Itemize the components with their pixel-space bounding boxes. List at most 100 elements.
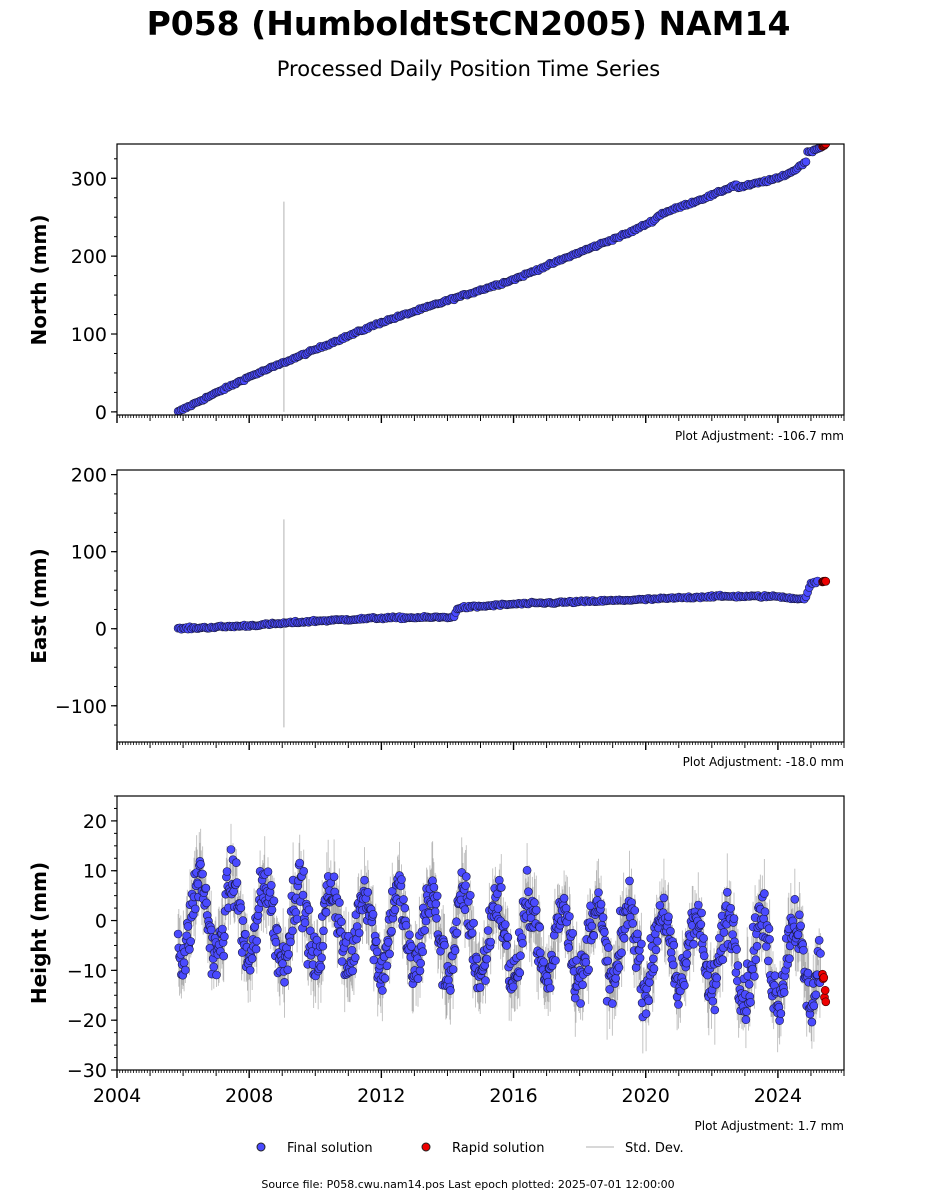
final-solution-point <box>502 941 511 950</box>
final-solution-point <box>222 867 232 876</box>
final-solution-point <box>578 980 587 990</box>
final-solution-point <box>765 934 774 944</box>
y-tick-label: 100 <box>71 542 107 564</box>
final-solution-point <box>350 953 360 962</box>
final-solution-point <box>450 946 460 955</box>
final-solution-point <box>272 925 282 935</box>
final-solution-point <box>614 963 624 972</box>
final-solution-point <box>460 905 470 915</box>
final-solution-point <box>304 905 314 915</box>
final-solution-point <box>608 999 617 1008</box>
final-solution-point <box>284 949 293 959</box>
final-solution-point <box>803 968 813 978</box>
final-solution-point <box>710 1005 720 1015</box>
height-panel: −30 −20 −10 0 10 20 2004 2008 2012 2016 2020 2024 He… <box>27 795 845 1133</box>
final-solution-point <box>452 928 462 938</box>
final-solution-point <box>363 887 373 897</box>
final-solution-point <box>482 954 492 964</box>
final-solution-point <box>600 927 609 937</box>
final-solution-point <box>680 980 689 990</box>
final-solution-point <box>531 905 541 915</box>
rapid-solution-point <box>821 144 831 149</box>
final-solution-point <box>530 898 539 907</box>
legend-final-label: Final solution <box>287 1141 373 1156</box>
final-solution-point <box>795 910 804 920</box>
final-solution-point <box>752 941 762 951</box>
final-solution-point <box>746 997 755 1007</box>
final-solution-point <box>722 887 732 897</box>
final-solution-point <box>405 930 414 940</box>
final-solution-point <box>185 945 194 954</box>
final-solution-point <box>674 1000 683 1009</box>
final-solution-point <box>801 157 811 167</box>
final-solution-point <box>668 960 678 970</box>
y-axis-label: East (mm) <box>27 548 51 664</box>
y-tick-label: 0 <box>95 911 107 933</box>
y-tick-label: 300 <box>71 168 107 190</box>
final-solution-point <box>212 970 221 980</box>
final-solution-point <box>440 940 449 950</box>
final-solution-point <box>641 1009 651 1019</box>
final-solution-point <box>637 939 646 949</box>
final-solution-point <box>486 937 496 947</box>
final-solution-point <box>628 919 638 928</box>
final-solution-point <box>183 922 193 931</box>
final-solution-point <box>551 956 560 965</box>
final-solution-point <box>775 1016 784 1025</box>
final-solution-point <box>751 955 761 965</box>
final-solution-point <box>633 929 642 939</box>
final-solution-point <box>283 965 293 975</box>
final-solution-point <box>481 976 490 985</box>
final-solution-point <box>545 983 555 993</box>
final-solution-point <box>337 917 346 927</box>
final-solution-point <box>247 954 257 963</box>
y-tick-label: 0 <box>95 402 107 424</box>
final-solution-point <box>779 988 789 997</box>
final-solution-point <box>750 971 759 981</box>
x-tick-label: 2024 <box>754 1085 802 1107</box>
final-solution-point <box>196 859 205 869</box>
final-solution-point <box>401 920 411 930</box>
final-solution-point <box>589 931 599 940</box>
final-solution-point <box>337 957 347 966</box>
final-solution-point <box>645 978 654 987</box>
final-solution-point <box>793 930 803 939</box>
final-solution-point <box>651 945 661 955</box>
y-tick-label: −30 <box>67 1060 107 1082</box>
final-solution-point <box>712 973 722 983</box>
final-solution-point <box>500 920 510 929</box>
final-solution-point <box>461 872 471 881</box>
final-solution-point <box>267 905 277 915</box>
final-solution-point <box>354 928 364 938</box>
x-tick-label: 2008 <box>225 1085 273 1107</box>
final-solution-point <box>421 916 431 926</box>
final-solution-point <box>420 925 430 935</box>
plot-adjustment-note: Plot Adjustment: 1.7 mm <box>695 1119 844 1133</box>
final-solution-point <box>472 954 482 964</box>
x-tick-label: 2016 <box>489 1085 537 1107</box>
final-solution-point <box>726 903 736 913</box>
final-solution-point <box>763 956 773 966</box>
final-solution-point <box>508 982 518 992</box>
final-solution-point <box>321 907 331 917</box>
final-solution-point <box>689 939 698 949</box>
plot-area <box>173 519 831 728</box>
final-solution-point <box>241 929 250 939</box>
final-solution-point <box>432 891 442 901</box>
final-solution-point <box>518 938 527 948</box>
final-solution-point <box>269 896 279 906</box>
final-solution-point <box>300 918 310 928</box>
final-solution-point <box>649 964 659 974</box>
final-solution-point <box>186 937 195 946</box>
final-solution-point <box>744 979 754 989</box>
final-solution-point <box>220 932 229 941</box>
final-solution-point <box>715 933 724 943</box>
final-solution-point <box>604 943 613 952</box>
east-panel: −100 0 100 200 East (mm) Plot Adjustment: -18… <box>27 465 845 769</box>
plot-area <box>173 823 831 1054</box>
legend-std-label: Std. Dev. <box>625 1141 684 1156</box>
final-solution-point <box>232 878 242 887</box>
final-solution-point <box>418 947 428 957</box>
final-solution-point <box>664 912 673 922</box>
